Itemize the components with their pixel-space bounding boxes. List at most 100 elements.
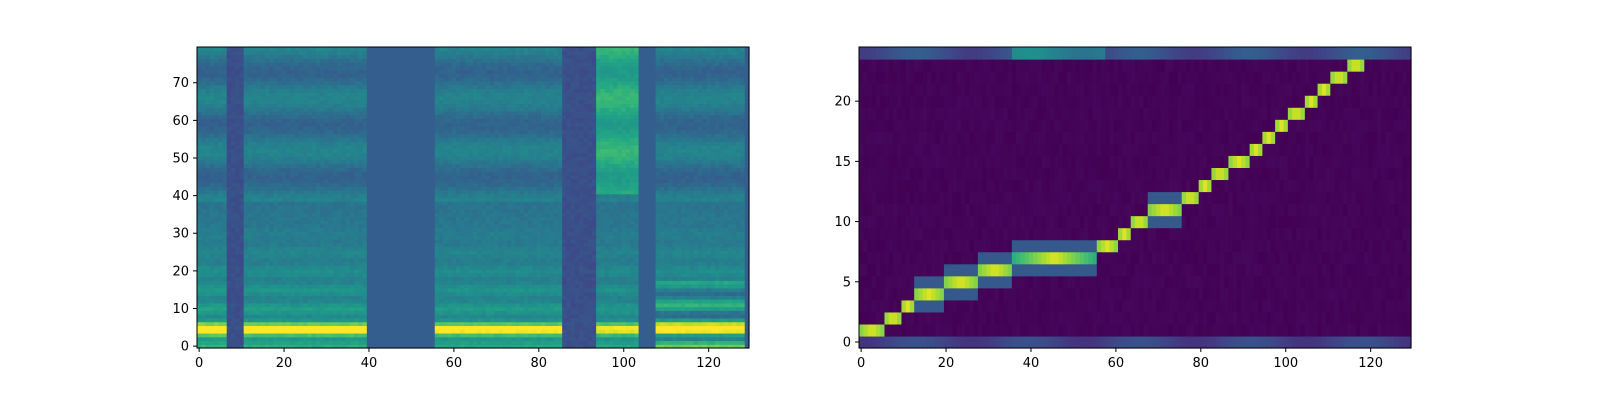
mel-spectrogram-cell (426, 88, 432, 93)
mel-spectrogram-cell (371, 208, 376, 214)
mel-spectrogram-cell (366, 242, 372, 248)
mel-spectrogram-cell (218, 103, 224, 108)
mel-spectrogram-cell (205, 280, 211, 285)
mel-spectrogram-cell (405, 148, 410, 153)
mel-spectrogram-cell (209, 156, 215, 161)
mel-spectrogram-cell (315, 174, 321, 180)
mel-spectrogram-cell (362, 107, 368, 112)
mel-spectrogram-cell (332, 84, 338, 89)
mel-spectrogram-cell (235, 92, 241, 97)
mel-spectrogram-cell (383, 302, 389, 308)
mel-spectrogram-cell (273, 291, 279, 296)
mel-spectrogram-cell (218, 306, 224, 311)
mel-spectrogram-cell (396, 284, 402, 289)
mel-spectrogram-cell (366, 186, 372, 191)
mel-spectrogram-cell (303, 65, 308, 71)
mel-spectrogram-cell (328, 257, 334, 263)
mel-spectrogram-cell (371, 159, 376, 165)
mel-spectrogram-cell (413, 235, 419, 240)
mel-spectrogram-cell (413, 99, 419, 105)
mel-spectrogram-cell (409, 126, 415, 131)
mel-spectrogram-cell (205, 272, 211, 278)
mel-spectrogram-cell (341, 336, 347, 342)
mel-spectrogram-cell (396, 280, 402, 285)
mel-spectrogram-cell (226, 182, 232, 187)
mel-spectrogram-cells (197, 47, 750, 349)
mel-spectrogram-cell (443, 332, 449, 338)
mel-spectrogram-cell (273, 223, 279, 229)
mel-spectrogram-cell (294, 77, 300, 82)
mel-spectrogram-cell (405, 287, 410, 293)
mel-spectrogram-cell (337, 287, 342, 293)
mel-spectrogram-cell (239, 284, 245, 289)
mel-spectrogram-cell (209, 99, 215, 105)
mel-spectrogram-cell (362, 253, 368, 259)
mel-spectrogram-cell (311, 250, 317, 255)
mel-spectrogram-cell (281, 227, 287, 232)
mel-spectrogram-cell (341, 95, 347, 101)
mel-spectrogram-cell (243, 167, 249, 172)
mel-spectrogram-cell (439, 174, 444, 180)
mel-spectrogram-cell (447, 148, 453, 153)
mel-spectrogram-cell (298, 133, 304, 138)
mel-spectrogram-cell (366, 299, 372, 304)
mel-spectrogram-cell (375, 310, 381, 315)
mel-spectrogram-cell (400, 223, 406, 229)
mel-spectrogram-cell (273, 250, 279, 255)
mel-spectrogram-cell (430, 276, 436, 281)
mel-spectrogram-cell (205, 159, 211, 165)
mel-spectrogram-cell (243, 156, 249, 161)
mel-spectrogram-cell (201, 84, 207, 89)
mel-spectrogram-cell (341, 163, 347, 168)
mel-spectrogram-cell (256, 47, 262, 52)
mel-spectrogram-cell (443, 257, 449, 263)
mel-spectrogram-cell (451, 223, 457, 229)
mel-spectrogram-cell (379, 227, 385, 232)
mel-spectrogram-cell (341, 340, 347, 345)
mel-spectrogram-cell (311, 152, 317, 157)
mel-spectrogram-cell (277, 220, 283, 225)
mel-spectrogram-cell (247, 171, 253, 176)
mel-spectrogram-cell (286, 118, 292, 123)
mel-spectrogram-cell (456, 261, 461, 266)
mel-spectrogram-cell (439, 223, 444, 229)
mel-spectrogram-cell (358, 280, 364, 285)
mel-spectrogram-cell (460, 329, 466, 334)
mel-spectrogram-cell (451, 265, 457, 270)
mel-spectrogram-cell (247, 129, 253, 135)
mel-spectrogram-cell (209, 62, 215, 67)
mel-spectrogram-cell (239, 220, 245, 225)
mel-spectrogram-cell (307, 163, 313, 168)
mel-spectrogram-cell (320, 152, 325, 157)
mel-spectrogram-cell (243, 340, 249, 345)
mel-spectrogram-cell (349, 340, 355, 345)
mel-spectrogram-cell (235, 235, 241, 240)
mel-spectrogram-cell (447, 99, 453, 105)
mel-spectrogram-cell (392, 276, 398, 281)
mel-spectrogram-cell (460, 250, 466, 255)
mel-spectrogram-cell (337, 291, 342, 296)
mel-spectrogram-cell (269, 107, 275, 112)
mel-spectrogram-cell (328, 242, 334, 248)
mel-spectrogram-cell (247, 223, 253, 229)
mel-spectrogram-cell (226, 174, 232, 180)
mel-spectrogram-cell (371, 189, 376, 195)
mel-spectrogram-cell (447, 295, 453, 300)
mel-spectrogram-cell (197, 107, 202, 112)
mel-spectrogram-cell (383, 159, 389, 165)
mel-spectrogram-cell (405, 58, 410, 63)
mel-spectrogram-cell (213, 272, 219, 278)
mel-spectrogram-cell (197, 208, 202, 214)
mel-spectrogram-cell (460, 265, 466, 270)
mel-spectrogram-cell (396, 344, 402, 349)
mel-spectrogram-cell (307, 272, 313, 278)
mel-spectrogram-cell (298, 156, 304, 161)
mel-spectrogram-cell (218, 122, 224, 127)
mel-spectrogram-cell (235, 321, 241, 327)
mel-spectrogram-cell (422, 186, 427, 191)
mel-spectrogram-cell (320, 126, 325, 131)
mel-spectrogram-cell (362, 156, 368, 161)
mel-spectrogram-cell (439, 126, 444, 131)
mel-spectrogram-cell (379, 250, 385, 255)
mel-spectrogram-cell (345, 99, 351, 105)
